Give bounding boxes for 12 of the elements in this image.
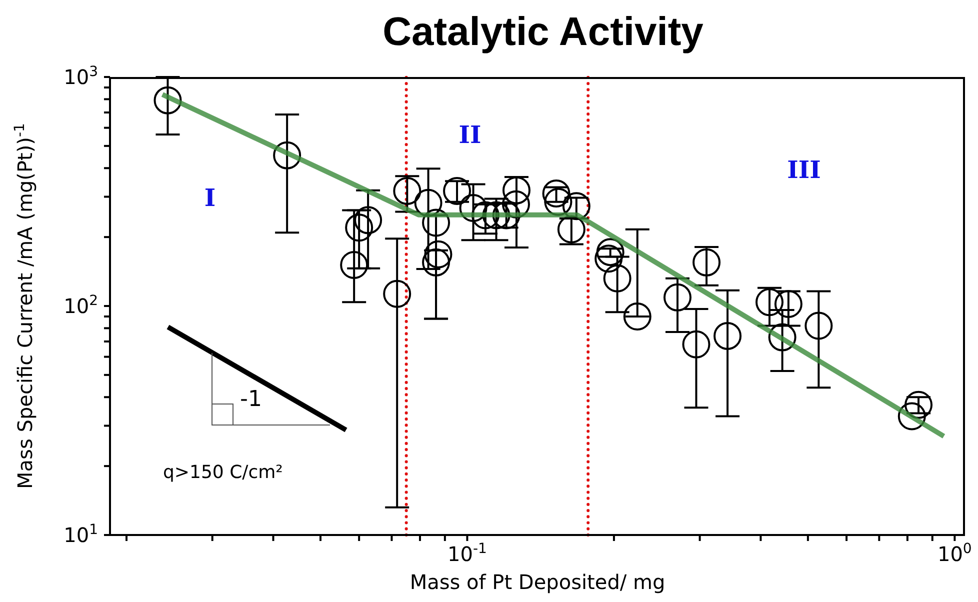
chart-title: Catalytic Activity: [382, 9, 704, 56]
annotation: q>150 C/cm²: [163, 462, 283, 483]
x-tick-label: 10$^{-1}$: [448, 541, 487, 566]
y-tick-label: 10$^{1}$: [64, 522, 98, 547]
y-tick-label: 10$^{3}$: [64, 64, 98, 89]
annotation: I: [204, 183, 216, 212]
annotation: III: [787, 155, 821, 184]
annotation: -1: [240, 387, 262, 412]
annotation: II: [458, 120, 482, 149]
x-axis-title: Mass of Pt Deposited/ mg: [410, 570, 666, 594]
x-tick-label: 10$^{0}$: [937, 541, 972, 566]
y-tick-label: 10$^{2}$: [64, 293, 98, 318]
